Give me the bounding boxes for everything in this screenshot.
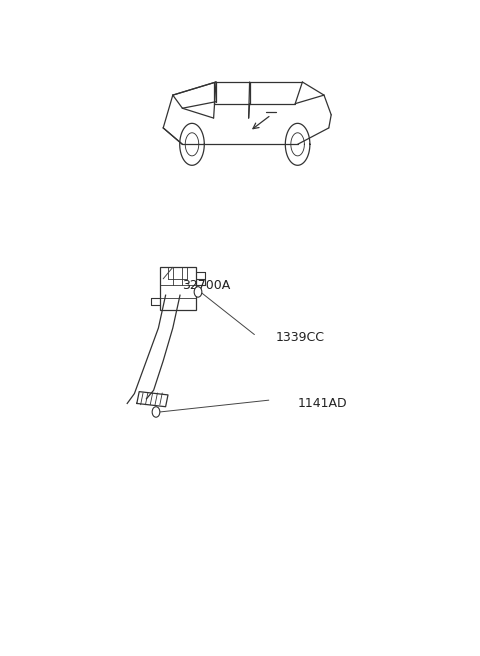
Text: 1339CC: 1339CC	[276, 331, 325, 344]
Circle shape	[152, 407, 160, 417]
Text: 1141AD: 1141AD	[298, 397, 347, 410]
Circle shape	[194, 287, 202, 297]
FancyBboxPatch shape	[159, 268, 196, 310]
Text: 32700A: 32700A	[182, 279, 231, 292]
